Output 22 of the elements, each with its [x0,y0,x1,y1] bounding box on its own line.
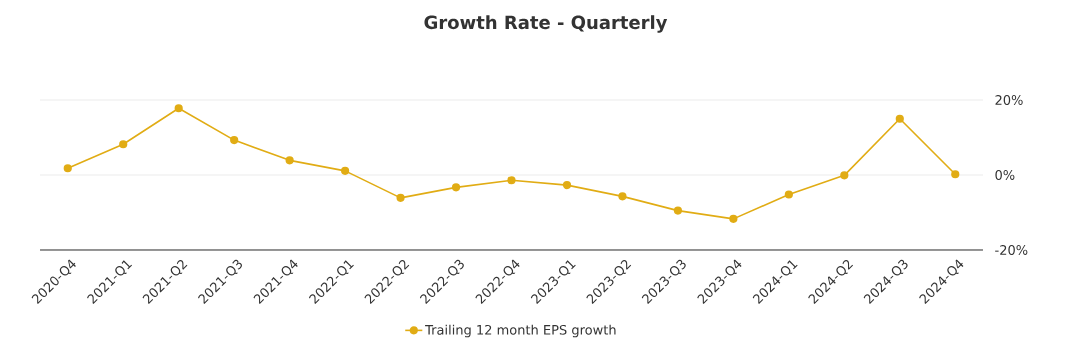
point [895,114,904,123]
point [784,190,793,199]
point [951,170,960,179]
point [63,164,72,173]
y-tick-label: 20% [995,95,1023,105]
point [562,181,572,190]
point [840,171,849,180]
point [451,183,461,192]
point [285,156,294,165]
point [618,192,627,201]
point [174,104,183,113]
point [341,166,350,175]
y-tick-label: 0% [995,170,1015,180]
chart-title: Growth Rate - Quarterly [424,15,668,33]
point [396,193,405,202]
point [507,176,516,185]
point [729,214,738,223]
legend-label: Trailing 12 month EPS growth [425,324,616,338]
point [119,140,128,149]
y-tick-label: -20% [995,245,1028,255]
point [673,206,683,215]
point [230,136,239,145]
